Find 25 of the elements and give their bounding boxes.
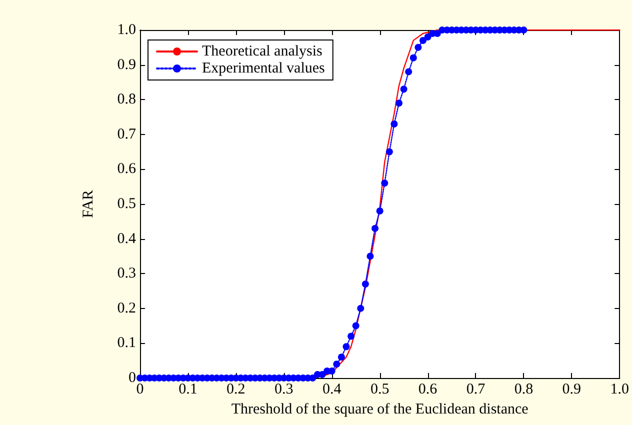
x-tick-label: 0.4	[322, 382, 342, 398]
x-axis-title: Threshold of the square of the Euclidean distance	[231, 401, 529, 418]
y-axis-title: FAR	[80, 190, 96, 218]
y-tick-label: 0.4	[117, 230, 136, 247]
x-tick-label: 0.9	[562, 382, 582, 398]
x-tick-label: 1.0	[610, 382, 629, 398]
y-tick-label: 0.7	[117, 126, 136, 142]
x-tick-label: 0.2	[226, 382, 246, 398]
y-tick-label: 0.6	[117, 161, 136, 178]
x-tick-label: 0.1	[178, 382, 198, 398]
y-tick-label: 0.9	[117, 56, 136, 73]
legend-label: Experimental values	[202, 60, 326, 76]
y-tick-label: 0.3	[117, 266, 136, 282]
legend-label: Theoretical analysis	[202, 44, 323, 60]
x-tick-label: 0.5	[370, 382, 390, 398]
y-tick-label: 1.0	[117, 22, 136, 38]
y-tick-label: 0	[128, 370, 136, 386]
x-tick-label: 0.3	[274, 382, 294, 398]
x-tick-label: 0.6	[418, 382, 438, 398]
x-tick-label: 0.8	[514, 382, 534, 398]
y-tick-label: 0.1	[117, 335, 136, 352]
y-tick-label: 0.5	[117, 196, 136, 212]
x-tick-label: 0.7	[466, 382, 486, 398]
y-tick-label: 0.2	[117, 300, 136, 316]
y-tick-label: 0.8	[117, 92, 136, 108]
